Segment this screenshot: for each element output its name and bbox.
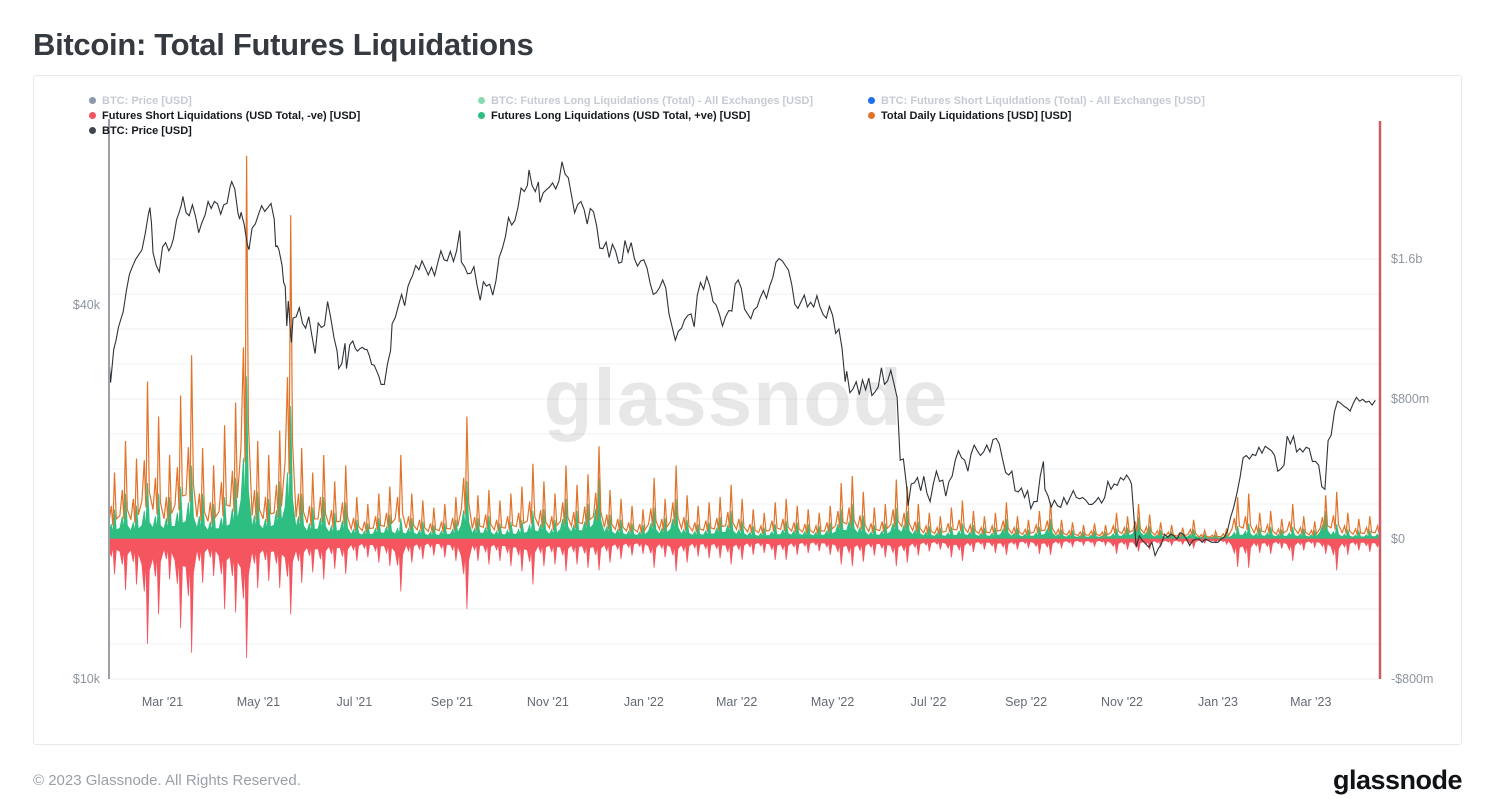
legend-dot-icon — [868, 96, 875, 104]
page-title: Bitcoin: Total Futures Liquidations — [33, 26, 534, 62]
liquidation-axis-tick-label: $1.6b — [1391, 252, 1422, 266]
x-axis-tick-label: Mar '23 — [1290, 695, 1331, 709]
legend-item-label: BTC: Price [USD] — [102, 95, 192, 107]
liquidation-axis-tick-label: -$800m — [1391, 672, 1433, 686]
x-axis-tick-label: Jan '23 — [1198, 695, 1238, 709]
legend-item[interactable]: Futures Short Liquidations (USD Total, -… — [89, 110, 360, 123]
legend-item-label: BTC: Price [USD] — [102, 125, 192, 137]
x-axis-tick-label: May '21 — [237, 695, 280, 709]
legend-item[interactable]: Futures Long Liquidations (USD Total, +v… — [478, 110, 750, 123]
x-axis-tick-label: Nov '22 — [1101, 695, 1143, 709]
short-liquidations-area — [109, 538, 1380, 659]
x-axis-tick-label: Jul '22 — [911, 695, 947, 709]
liquidations-chart[interactable]: glassnode $40k $10k $1.6b $800m $0 -$800m Mar '… — [34, 76, 1463, 746]
footer: © 2023 Glassnode. All Rights Reserved. g… — [33, 765, 1463, 796]
total-liquidations-line — [109, 155, 1380, 539]
legend-dot-icon — [89, 96, 96, 104]
x-axis-tick-label: Sep '21 — [431, 695, 473, 709]
legend-dot-icon — [478, 111, 485, 119]
watermark-text: glassnode — [544, 353, 949, 442]
legend-item-label: BTC: Futures Long Liquidations (Total) -… — [491, 95, 814, 107]
legend-item[interactable]: BTC: Price [USD] — [89, 125, 192, 138]
liquidation-axis-tick-label: $0 — [1391, 532, 1405, 546]
legend-item-label: Total Daily Liquidations [USD] [USD] — [881, 110, 1072, 122]
legend-item[interactable]: BTC: Futures Long Liquidations (Total) -… — [478, 95, 813, 108]
legend-item[interactable]: BTC: Price [USD] — [89, 95, 192, 108]
copyright-text: © 2023 Glassnode. All Rights Reserved. — [33, 772, 301, 789]
glassnode-logo: glassnode — [1332, 765, 1463, 795]
x-axis-tick-label: Jul '21 — [337, 695, 373, 709]
legend-item[interactable]: BTC: Futures Short Liquidations (Total) … — [868, 95, 1205, 108]
chart-legend: BTC: Price [USD] BTC: Futures Long Liquid… — [34, 76, 1461, 146]
x-axis-tick-label: May '22 — [811, 695, 854, 709]
price-line — [109, 161, 1376, 558]
legend-dot-icon — [89, 126, 96, 134]
price-axis-tick-label: $40k — [73, 298, 101, 312]
legend-item-label: Futures Short Liquidations (USD Total, -… — [102, 110, 361, 122]
legend-item-label: BTC: Futures Short Liquidations (Total) … — [881, 95, 1205, 107]
legend-item-label: Futures Long Liquidations (USD Total, +v… — [491, 110, 751, 122]
x-axis-tick-label: Sep '22 — [1005, 695, 1047, 709]
x-axis-tick-label: Jan '22 — [624, 695, 664, 709]
legend-item[interactable]: Total Daily Liquidations [USD] [USD] — [868, 110, 1071, 123]
chart-card: BTC: Price [USD] BTC: Futures Long Liquid… — [33, 75, 1462, 745]
liquidation-axis-tick-label: $800m — [1391, 392, 1429, 406]
x-axis-tick-label: Nov '21 — [527, 695, 569, 709]
legend-dot-icon — [478, 96, 485, 104]
x-axis-tick-label: Mar '22 — [716, 695, 757, 709]
legend-dot-icon — [89, 111, 96, 119]
x-axis-tick-label: Mar '21 — [142, 695, 183, 709]
legend-dot-icon — [868, 111, 875, 119]
price-axis-tick-label: $10k — [73, 672, 101, 686]
